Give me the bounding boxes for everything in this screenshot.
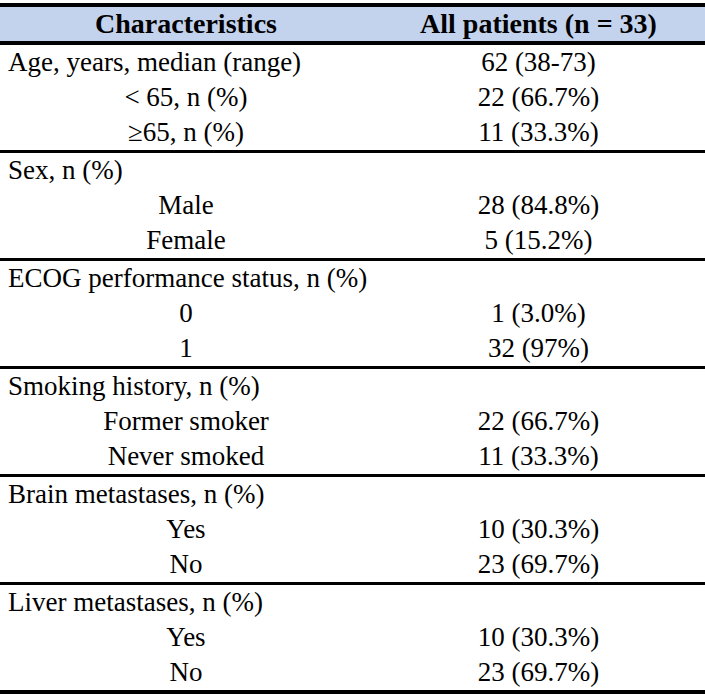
table-row: No 23 (69.7%) (0, 547, 705, 584)
page: Characteristics All patients (n = 33) Ag… (0, 0, 705, 697)
table-row: Former smoker 22 (66.7%) (0, 404, 705, 439)
row-value: 23 (69.7%) (372, 655, 705, 692)
row-label: Yes (0, 512, 372, 547)
row-value (372, 368, 705, 405)
header-cell-all-patients: All patients (n = 33) (372, 5, 705, 43)
row-label: Female (0, 223, 372, 260)
section-age: Age, years, median (range) 62 (38-73) < … (0, 43, 705, 152)
table-row: < 65, n (%) 22 (66.7%) (0, 80, 705, 115)
row-value (372, 260, 705, 297)
table-row: Male 28 (84.8%) (0, 188, 705, 223)
row-value: 28 (84.8%) (372, 188, 705, 223)
table-row: Never smoked 11 (33.3%) (0, 439, 705, 476)
section-liver-metastases: Liver metastases, n (%) Yes 10 (30.3%) N… (0, 584, 705, 693)
row-label: No (0, 655, 372, 692)
row-label: Never smoked (0, 439, 372, 476)
section-smoking: Smoking history, n (%) Former smoker 22 … (0, 368, 705, 476)
table-row: Sex, n (%) (0, 152, 705, 189)
table-row: 0 1 (3.0%) (0, 296, 705, 331)
table-row: 1 32 (97%) (0, 331, 705, 368)
row-value: 32 (97%) (372, 331, 705, 368)
row-label: Liver metastases, n (%) (0, 584, 372, 621)
row-label: ≥65, n (%) (0, 115, 372, 152)
row-label: Yes (0, 620, 372, 655)
table-row: No 23 (69.7%) (0, 655, 705, 692)
patient-characteristics-table: Characteristics All patients (n = 33) Ag… (0, 3, 705, 694)
row-value: 11 (33.3%) (372, 115, 705, 152)
row-value: 22 (66.7%) (372, 80, 705, 115)
table-row: Age, years, median (range) 62 (38-73) (0, 43, 705, 80)
row-value (372, 584, 705, 621)
table-row: Brain metastases, n (%) (0, 476, 705, 513)
section-ecog: ECOG performance status, n (%) 0 1 (3.0%… (0, 260, 705, 368)
row-label: < 65, n (%) (0, 80, 372, 115)
row-value (372, 476, 705, 513)
header-cell-characteristics: Characteristics (0, 5, 372, 43)
row-label: Brain metastases, n (%) (0, 476, 372, 513)
table-row: Female 5 (15.2%) (0, 223, 705, 260)
row-label: ECOG performance status, n (%) (0, 260, 372, 297)
row-value: 5 (15.2%) (372, 223, 705, 260)
table-row: Smoking history, n (%) (0, 368, 705, 405)
row-value: 22 (66.7%) (372, 404, 705, 439)
row-label: Male (0, 188, 372, 223)
section-sex: Sex, n (%) Male 28 (84.8%) Female 5 (15.… (0, 152, 705, 260)
row-value: 11 (33.3%) (372, 439, 705, 476)
row-value: 1 (3.0%) (372, 296, 705, 331)
row-value: 10 (30.3%) (372, 512, 705, 547)
row-value: 10 (30.3%) (372, 620, 705, 655)
row-label: No (0, 547, 372, 584)
row-label: Age, years, median (range) (0, 43, 372, 80)
row-label: 0 (0, 296, 372, 331)
table-row: ≥65, n (%) 11 (33.3%) (0, 115, 705, 152)
table-row: ECOG performance status, n (%) (0, 260, 705, 297)
row-value: 62 (38-73) (372, 43, 705, 80)
row-label: Former smoker (0, 404, 372, 439)
row-value (372, 152, 705, 189)
table-row: Liver metastases, n (%) (0, 584, 705, 621)
row-label: Sex, n (%) (0, 152, 372, 189)
row-label: 1 (0, 331, 372, 368)
table-row: Yes 10 (30.3%) (0, 620, 705, 655)
header-row: Characteristics All patients (n = 33) (0, 5, 705, 43)
section-brain-metastases: Brain metastases, n (%) Yes 10 (30.3%) N… (0, 476, 705, 584)
row-value: 23 (69.7%) (372, 547, 705, 584)
table-row: Yes 10 (30.3%) (0, 512, 705, 547)
row-label: Smoking history, n (%) (0, 368, 372, 405)
